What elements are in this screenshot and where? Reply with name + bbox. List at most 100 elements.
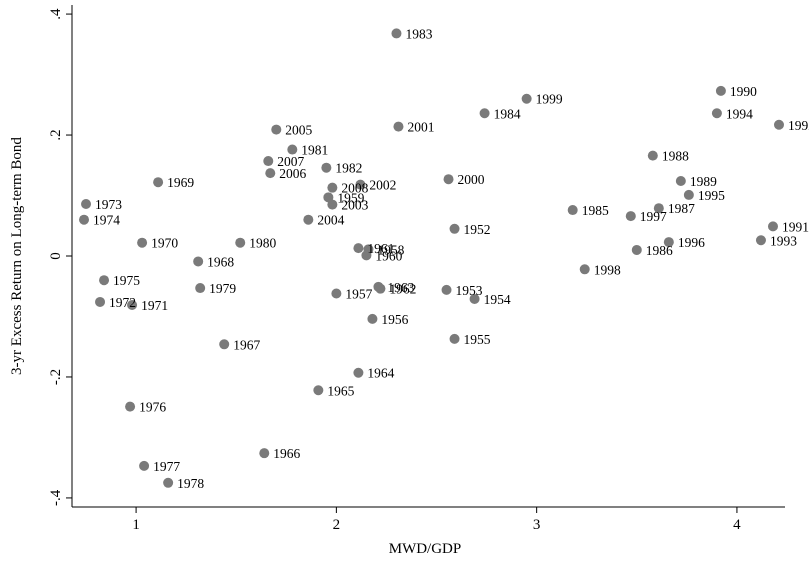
- point-label: 1993: [770, 233, 797, 248]
- point-label: 1955: [464, 332, 491, 347]
- point-label: 1957: [345, 286, 372, 301]
- data-point: [767, 221, 778, 232]
- point-label: 1954: [484, 292, 511, 307]
- y-tick-label: -.4: [48, 489, 64, 506]
- point-label: 1978: [177, 476, 204, 491]
- x-tick-label: 1: [132, 517, 140, 533]
- point-label: 1994: [726, 106, 753, 121]
- data-point: [361, 250, 372, 261]
- point-label: 1989: [690, 174, 717, 189]
- data-point: [393, 121, 404, 132]
- data-point: [153, 177, 164, 188]
- data-point: [683, 189, 694, 200]
- data-point: [327, 182, 338, 193]
- data-point: [219, 339, 230, 350]
- data-point: [443, 174, 454, 185]
- data-point: [355, 179, 366, 190]
- point-label: 1974: [93, 213, 120, 228]
- point-label: 1997: [640, 209, 667, 224]
- point-label: 1976: [139, 400, 166, 415]
- data-point: [81, 198, 92, 209]
- data-point: [449, 223, 460, 234]
- point-label: 1970: [151, 236, 178, 251]
- point-label: 2008: [341, 181, 368, 196]
- point-label: 1961: [367, 241, 394, 256]
- point-label: 1977: [153, 459, 180, 474]
- data-point: [711, 108, 722, 119]
- point-label: 1960: [375, 248, 402, 263]
- x-tick-label: 3: [533, 517, 541, 533]
- y-axis-title: 3-yr Excess Return on Long-term Bond: [9, 137, 25, 375]
- data-point: [125, 401, 136, 412]
- data-point: [631, 244, 642, 255]
- data-point: [663, 237, 674, 248]
- data-point: [263, 156, 274, 167]
- point-label: 1971: [141, 298, 168, 313]
- data-point: [367, 313, 378, 324]
- point-label: 1956: [381, 312, 408, 327]
- data-point: [313, 385, 324, 396]
- point-label: 1991: [782, 219, 809, 234]
- data-point: [579, 264, 590, 275]
- point-label: 1958: [377, 242, 404, 257]
- point-label: 1985: [582, 203, 609, 218]
- data-points: [79, 28, 784, 488]
- point-label: 1996: [678, 235, 705, 250]
- point-label: 2000: [458, 172, 485, 187]
- point-label: 1962: [389, 282, 416, 297]
- point-label: 1987: [668, 201, 695, 216]
- point-label: 1968: [207, 254, 234, 269]
- point-label: 1999: [536, 92, 563, 107]
- point-label: 1969: [167, 175, 194, 190]
- data-point: [327, 199, 338, 210]
- x-ticks: 1 2 3 4: [132, 507, 741, 533]
- point-label: 1973: [95, 197, 122, 212]
- point-label: 1967: [233, 337, 260, 352]
- data-point: [449, 333, 460, 344]
- data-point: [755, 235, 766, 246]
- x-tick-label: 2: [333, 517, 341, 533]
- y-tick-label: .2: [48, 129, 64, 140]
- data-point: [79, 214, 90, 225]
- data-point: [479, 108, 490, 119]
- point-label: 1983: [405, 26, 432, 41]
- data-point: [303, 214, 314, 225]
- data-point: [469, 293, 480, 304]
- point-label: 2006: [279, 166, 306, 181]
- data-point: [287, 144, 298, 155]
- point-label: 1964: [367, 366, 394, 381]
- point-label: 1995: [698, 188, 725, 203]
- point-label: 1972: [109, 295, 136, 310]
- data-point: [521, 93, 532, 104]
- point-label: 1953: [456, 283, 483, 298]
- data-point: [675, 176, 686, 187]
- data-point: [265, 168, 276, 179]
- data-point: [715, 85, 726, 96]
- data-point: [353, 243, 364, 254]
- point-label: 1963: [387, 280, 414, 295]
- plot-frame: [71, 5, 785, 508]
- point-label: 2004: [317, 213, 344, 228]
- data-point: [137, 237, 148, 248]
- point-label: 2003: [341, 198, 368, 213]
- data-point: [321, 162, 332, 173]
- data-point: [625, 211, 636, 222]
- point-label: 1979: [209, 281, 236, 296]
- point-label: 1982: [335, 161, 362, 176]
- point-label: 2002: [369, 178, 396, 193]
- y-tick-label: -.2: [48, 369, 64, 385]
- point-label: 1959: [337, 190, 364, 205]
- point-label: 1966: [273, 446, 300, 461]
- data-point: [567, 205, 578, 216]
- point-label: 1986: [646, 243, 673, 258]
- x-tick-label: 4: [733, 517, 741, 533]
- data-point: [127, 299, 138, 310]
- data-point: [391, 28, 402, 39]
- data-point: [95, 296, 106, 307]
- point-label: 1980: [249, 236, 276, 251]
- data-point: [647, 150, 658, 161]
- y-tick-label: .4: [48, 8, 64, 20]
- point-label: 1952: [464, 222, 491, 237]
